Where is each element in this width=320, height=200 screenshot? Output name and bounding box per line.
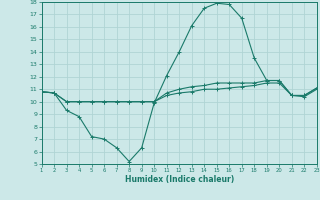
X-axis label: Humidex (Indice chaleur): Humidex (Indice chaleur): [124, 175, 234, 184]
